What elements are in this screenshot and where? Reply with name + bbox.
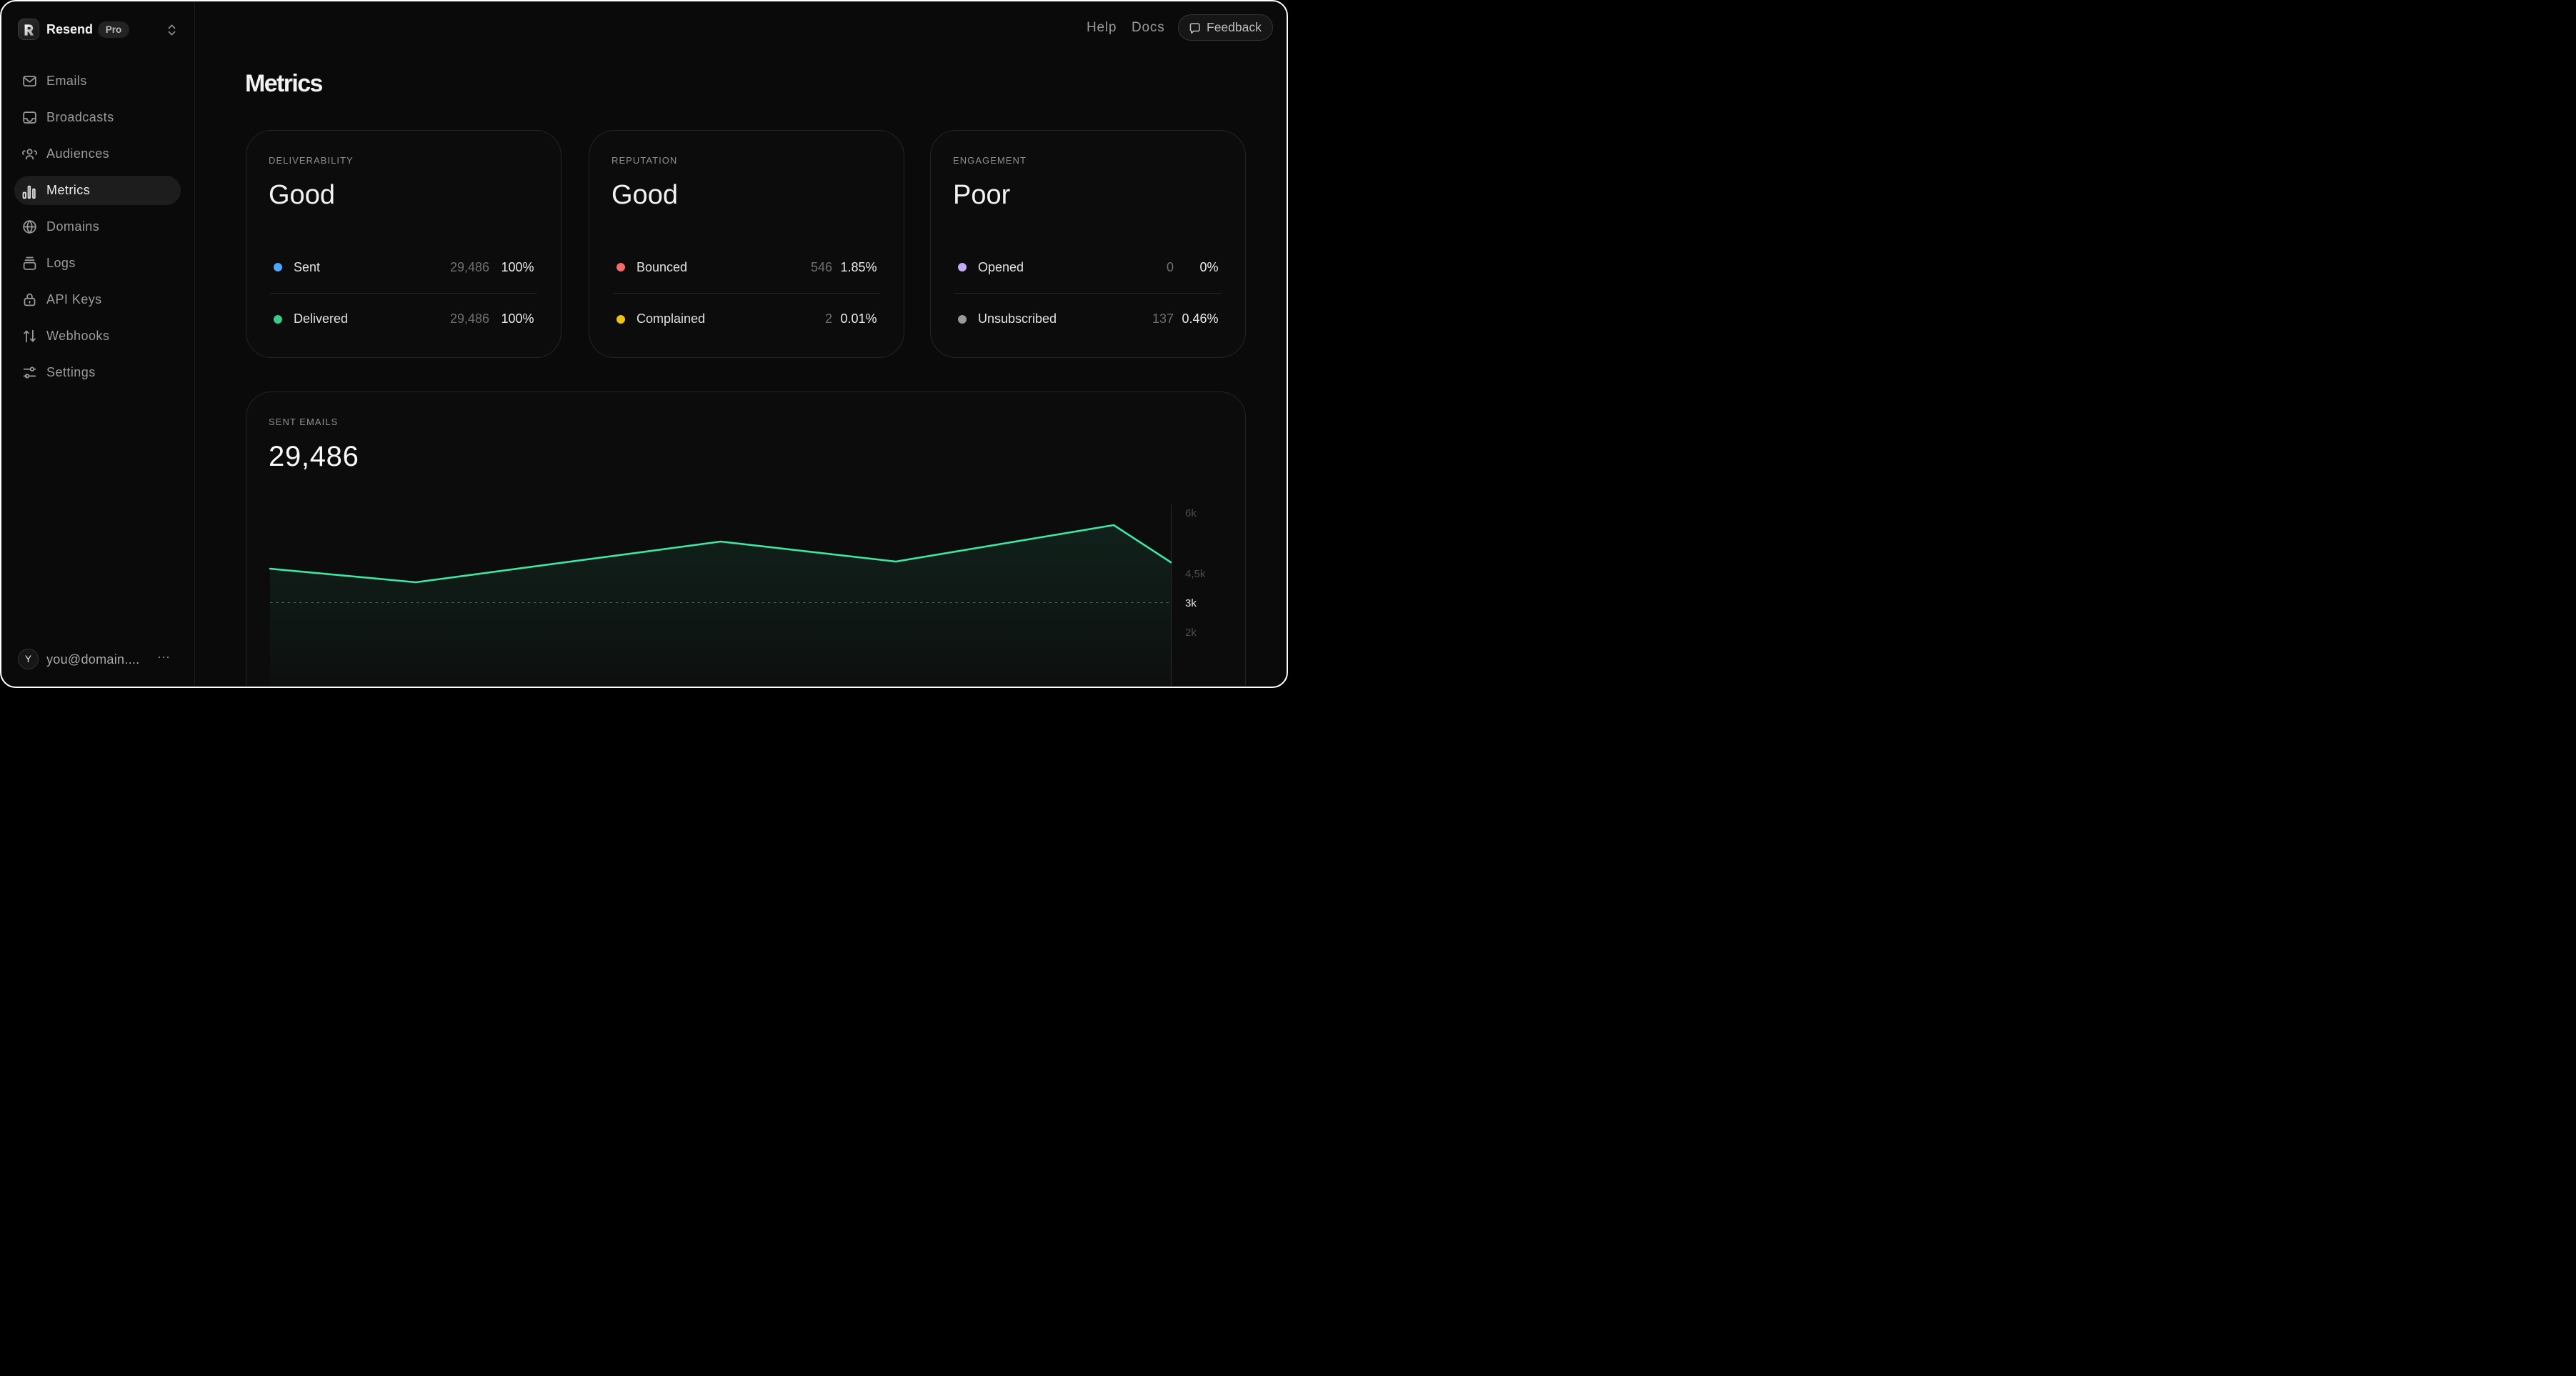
svg-text:4,5k: 4,5k [1185,568,1206,580]
svg-text:2k: 2k [1185,627,1197,639]
svg-text:6k: 6k [1185,507,1197,519]
svg-text:3k: 3k [1185,597,1197,609]
